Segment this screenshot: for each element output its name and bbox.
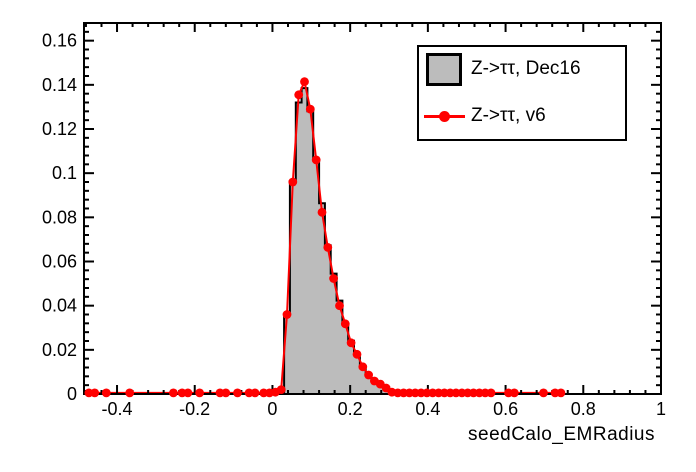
y-tick-label: 0.1: [52, 163, 77, 183]
data-point-v6: [340, 319, 350, 329]
data-point-v6: [169, 388, 178, 398]
data-point-v6: [276, 385, 286, 394]
data-point-v6: [358, 362, 368, 372]
y-tick-label: 0.14: [42, 75, 77, 95]
x-tick-label: -0.4: [101, 399, 132, 419]
data-point-v6: [556, 388, 566, 398]
x-tick-label: 0.8: [571, 399, 596, 419]
data-point-v6: [305, 104, 315, 114]
y-tick-label: 0.04: [42, 296, 77, 316]
data-point-v6: [329, 274, 338, 283]
legend-box: Z->ττ, Dec16 Z->ττ, v6: [417, 45, 627, 141]
legend-marker-v6: [439, 111, 450, 122]
x-tick-label: 0.2: [338, 399, 363, 419]
data-point-v6: [282, 310, 292, 319]
data-point-v6: [300, 77, 309, 87]
x-tick-label: 0: [267, 399, 277, 419]
data-point-v6: [294, 90, 304, 100]
data-point-v6: [323, 243, 333, 252]
x-tick-label: 1: [656, 399, 666, 419]
data-point-v6: [364, 370, 373, 380]
y-tick-label: 0.08: [42, 207, 77, 227]
legend-label-dec16: Z->ττ, Dec16: [471, 58, 581, 79]
data-point-v6: [335, 301, 344, 311]
x-tick-label: 0.4: [415, 399, 440, 419]
x-tick-label: -0.2: [179, 399, 210, 419]
y-tick-label: 0.12: [42, 119, 77, 139]
data-point-v6: [101, 388, 111, 398]
data-point-v6: [311, 155, 321, 165]
data-point-v6: [346, 338, 356, 348]
data-point-v6: [233, 388, 242, 398]
legend-label-v6: Z->ττ, v6: [471, 105, 546, 126]
data-point-v6: [486, 388, 496, 398]
data-point-v6: [539, 388, 548, 398]
data-point-v6: [352, 349, 362, 359]
data-point-v6: [90, 388, 100, 398]
data-point-v6: [288, 177, 298, 187]
data-point-v6: [317, 207, 327, 217]
y-tick-label: 0: [67, 384, 77, 404]
data-point-v6: [195, 388, 205, 398]
histogram-dec16: [283, 87, 396, 395]
x-axis-title: seedCalo_EMRadius: [468, 424, 655, 445]
y-tick-label: 0.16: [42, 31, 77, 51]
data-point-v6: [125, 388, 135, 398]
x-tick-label: 0.6: [493, 399, 518, 419]
data-point-v6: [509, 388, 519, 398]
y-tick-label: 0.06: [42, 252, 77, 272]
data-point-v6: [250, 388, 260, 398]
data-point-v6: [183, 388, 193, 398]
y-tick-label: 0.02: [42, 340, 77, 360]
data-point-v6: [221, 388, 231, 398]
legend-swatch-dec16: [426, 53, 462, 86]
